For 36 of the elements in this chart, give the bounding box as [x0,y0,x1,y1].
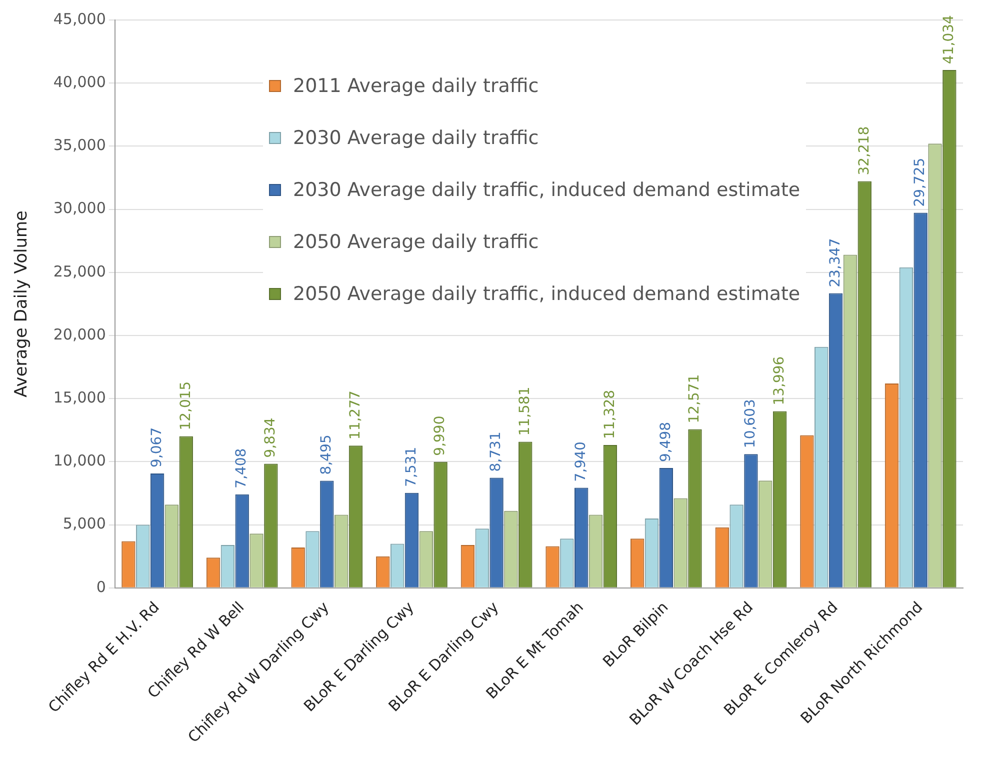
data-label: 13,996 [771,356,788,406]
legend-label: 2030 Average daily traffic [293,127,539,149]
data-label: 7,940 [572,442,589,482]
data-label: 11,277 [347,390,364,440]
data-label: 32,218 [856,126,872,176]
data-label: 29,725 [912,158,928,207]
data-label: 8,731 [488,432,504,472]
y-tick-label: 20,000 [53,325,106,344]
y-tick-label: 15,000 [53,388,106,406]
y-tick-label: 40,000 [53,72,106,91]
data-label: 12,015 [178,381,194,430]
data-label: 41,034 [941,14,958,64]
y-tick-label: 25,000 [53,262,106,280]
y-tick-label: 0 [96,578,106,596]
data-label: 23,347 [827,238,844,288]
y-tick-label: 5,000 [62,514,106,533]
data-label: 9,498 [658,422,674,462]
y-tick-label: 10,000 [53,452,106,470]
data-label: 10,603 [742,399,759,448]
data-label: 12,571 [686,374,703,424]
data-label: 11,328 [602,390,618,439]
data-label: 7,408 [234,448,250,488]
y-axis-title: Average Daily Volume [12,210,32,398]
data-label: 9,990 [432,416,448,456]
legend-label: 2030 Average daily traffic, induced demand estimate [293,179,800,201]
data-label: 8,495 [318,434,335,475]
legend-label: 2011 Average daily traffic [293,75,539,97]
y-tick-label: 35,000 [53,136,106,154]
data-label: 11,581 [517,386,534,436]
legend-label: 2050 Average daily traffic [293,231,539,253]
data-label: 9,834 [262,418,279,458]
data-label: 9,067 [148,427,165,468]
data-label: 7,531 [403,446,420,487]
y-tick-label: 45,000 [53,10,106,28]
legend-label: 2050 Average daily traffic, induced demand estimate [293,283,800,305]
y-tick-label: 30,000 [53,199,106,218]
